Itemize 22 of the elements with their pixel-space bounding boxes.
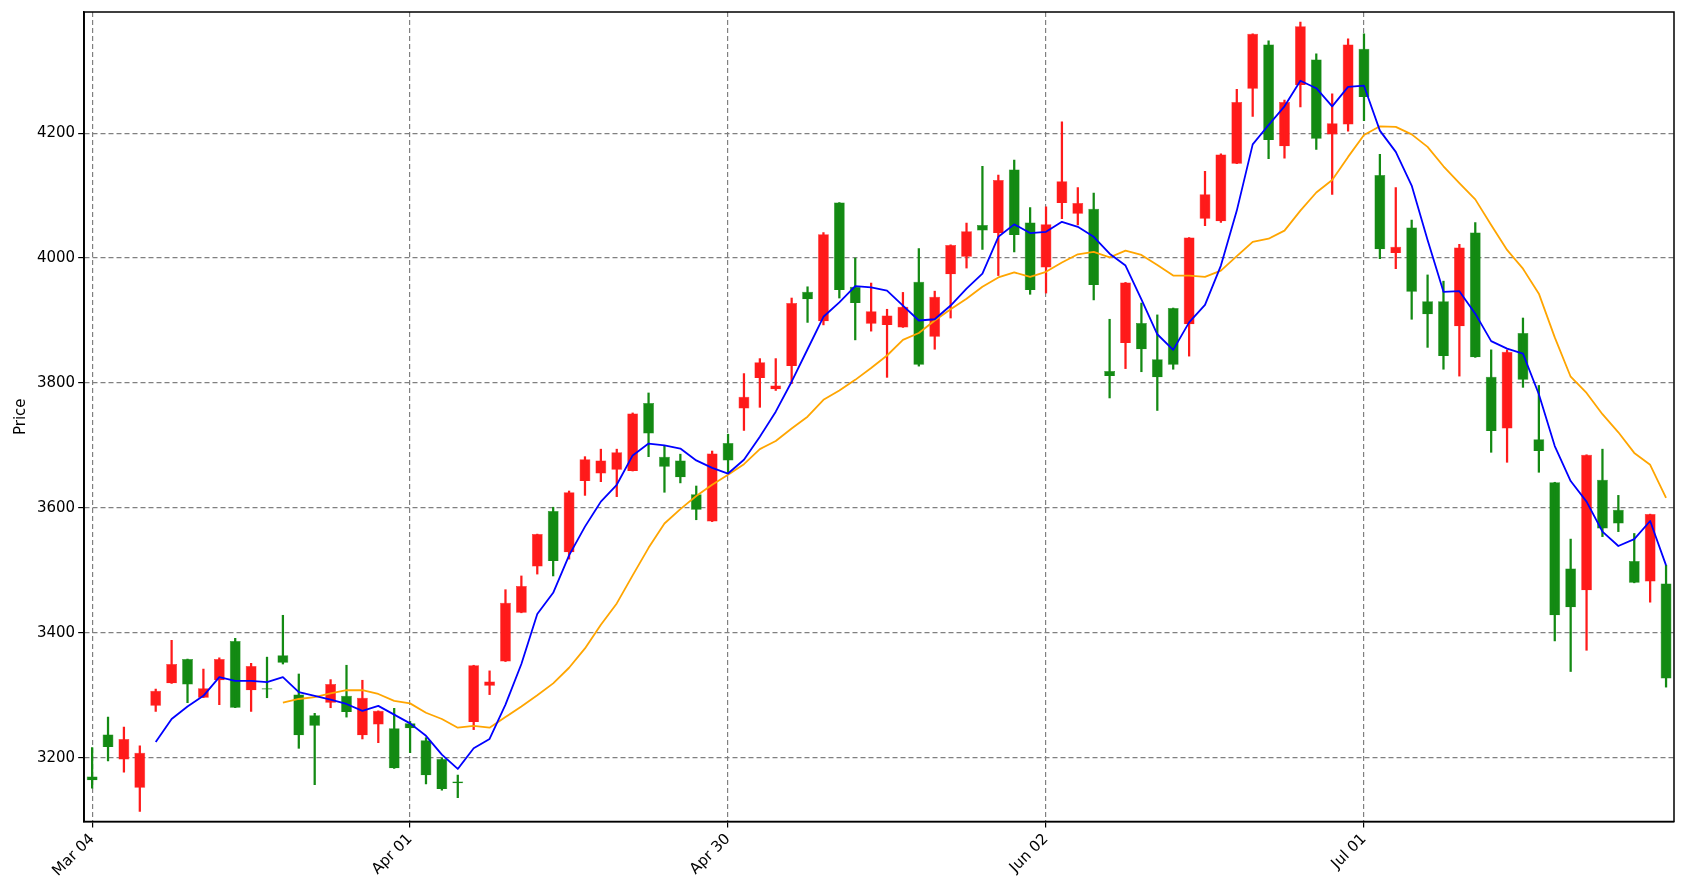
x-tick-label: Mar 04 bbox=[48, 829, 98, 880]
y-axis-title: Price bbox=[10, 398, 29, 435]
candlestick bbox=[1136, 302, 1147, 373]
candlestick bbox=[1422, 274, 1433, 348]
y-tick-label: 4200 bbox=[36, 123, 76, 142]
candlestick bbox=[1438, 280, 1449, 370]
candlestick bbox=[818, 232, 829, 326]
x-tick-label: Apr 30 bbox=[685, 829, 734, 878]
y-tick-label: 3800 bbox=[36, 372, 76, 391]
candlestick bbox=[182, 658, 193, 704]
candlestick bbox=[1120, 282, 1131, 369]
candlestick bbox=[1104, 318, 1116, 399]
y-tick-label: 3600 bbox=[36, 497, 76, 516]
x-tick-label: Apr 01 bbox=[367, 829, 416, 878]
x-tick-label: Jun 02 bbox=[1004, 829, 1052, 877]
candlestick bbox=[961, 222, 972, 269]
y-tick-label: 3200 bbox=[36, 747, 76, 766]
x-tick-label: Jul 01 bbox=[1326, 829, 1370, 873]
candlestick bbox=[166, 639, 178, 684]
y-tick-label: 4000 bbox=[36, 247, 76, 266]
candlestick bbox=[1294, 21, 1306, 108]
y-tick-label: 3400 bbox=[36, 622, 76, 641]
